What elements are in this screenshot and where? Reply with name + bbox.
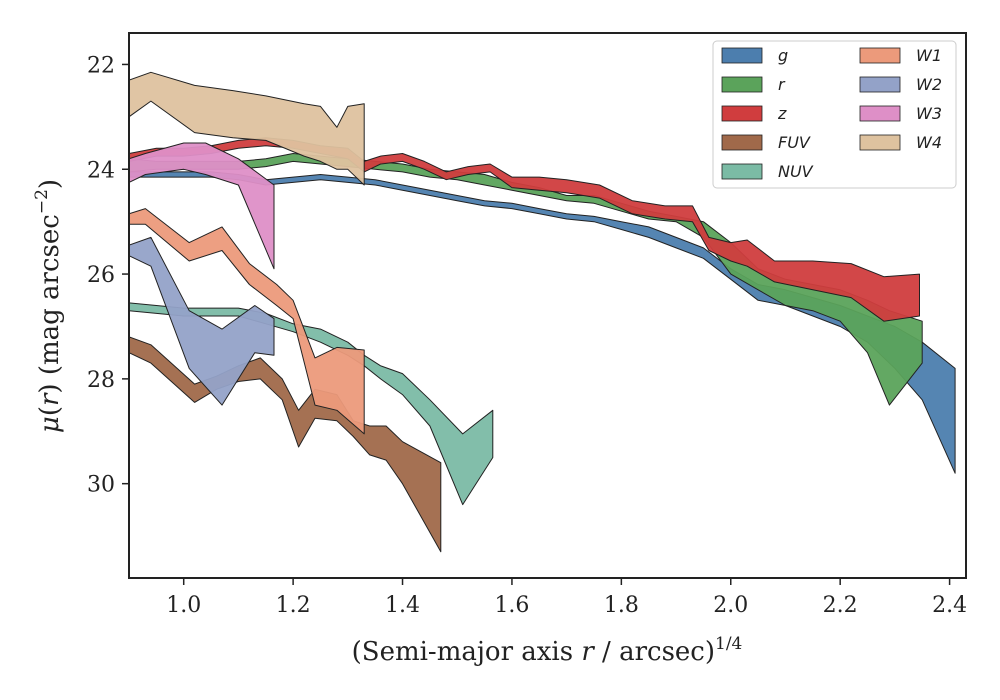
legend-label-w2: W2: [916, 75, 942, 94]
legend-label-g: g: [778, 46, 788, 65]
x-tick-label: 1.0: [166, 593, 201, 618]
x-tick-label: 1.2: [276, 593, 311, 618]
band-fuv: [129, 336, 442, 553]
bands-layer: [129, 71, 956, 553]
legend-label-z: z: [777, 104, 787, 123]
legend-label-r: r: [778, 75, 786, 94]
legend-label-nuv: NUV: [778, 162, 814, 181]
plot-frame: [128, 32, 967, 579]
x-tick-label: 1.6: [494, 593, 529, 618]
legend-label-w4: W4: [916, 133, 942, 152]
x-tick-label: 2.0: [713, 593, 748, 618]
legend-swatch-z: [721, 105, 763, 122]
y-tick-label: 26: [87, 263, 115, 288]
y-tick-label: 24: [87, 158, 115, 183]
band-z: [129, 137, 920, 322]
legend-label-fuv: FUV: [778, 133, 811, 152]
legend-swatch-g: [721, 47, 763, 64]
y-axis-label: μ(r) (mag arcsec−2): [32, 179, 65, 433]
band-w3: [129, 142, 275, 270]
band-g: [129, 171, 956, 474]
band-w1: [129, 208, 365, 435]
y-axis: 22 24 26 28 30: [87, 53, 129, 498]
band-r: [129, 153, 923, 406]
y-tick-label: 28: [87, 368, 115, 393]
y-tick-label: 30: [87, 473, 115, 498]
x-tick-label: 1.8: [604, 593, 639, 618]
x-axis-label: (Semi-major axis r / arcsec)1/4: [352, 634, 743, 667]
x-tick-label: 1.4: [385, 593, 420, 618]
legend-swatch-w3: [859, 105, 901, 122]
legend-swatch-w4: [859, 134, 901, 151]
band-w4: [129, 71, 365, 186]
legend-label-w1: W1: [916, 46, 942, 65]
y-tick-label: 22: [87, 53, 115, 78]
legend-swatch-nuv: [721, 163, 763, 180]
legend-label-w3: W3: [916, 104, 942, 123]
legend-swatch-w1: [859, 47, 901, 64]
legend-swatch-fuv: [721, 134, 763, 151]
x-axis: 1.0 1.2 1.4 1.6 1.8 2.0 2.2 2.4: [166, 578, 967, 618]
x-tick-label: 2.4: [932, 593, 967, 618]
band-w2: [129, 236, 275, 406]
x-tick-label: 2.2: [823, 593, 858, 618]
legend-swatch-w2: [859, 76, 901, 93]
legend-swatch-r: [721, 76, 763, 93]
legend: grz FUV NUV W1 W2 W3 W4: [712, 40, 957, 189]
